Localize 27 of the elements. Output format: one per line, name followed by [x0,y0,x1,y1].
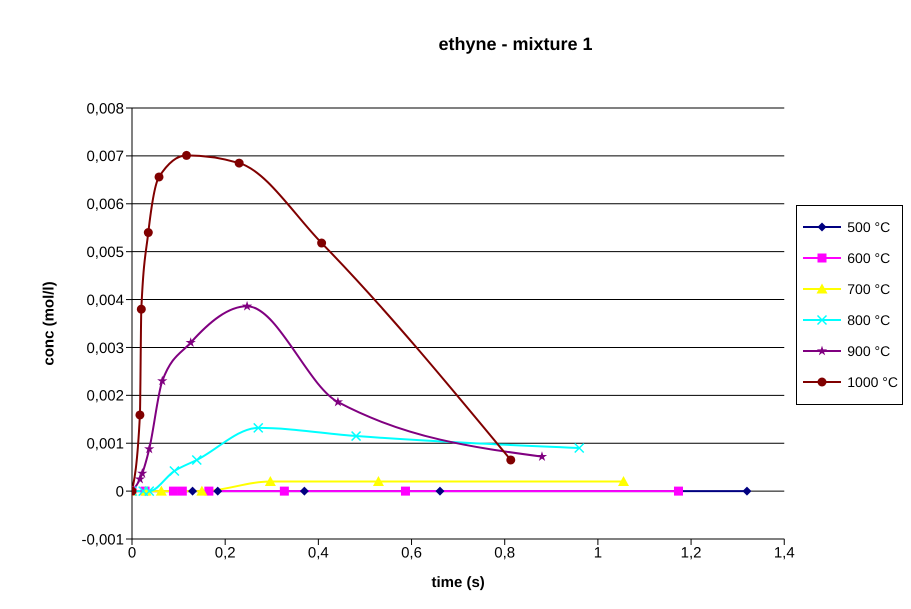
legend-label: 900 °C [847,343,890,359]
legend-label: 1000 °C [847,374,898,390]
legend-label: 600 °C [847,250,890,266]
y-tick-label: 0,005 [86,244,124,261]
x-tick-label: 0,6 [401,544,422,562]
y-tick-label: 0,002 [86,388,124,405]
legend-label: 500 °C [847,219,890,235]
legend-label: 700 °C [847,281,890,297]
y-tick-label: 0 [116,483,124,500]
x-tick-label: 1,2 [680,544,702,562]
x-tick-label: 1 [594,544,602,562]
chart-title: ethyne - mixture 1 [437,34,594,55]
x-tick-label: 0,4 [308,544,329,562]
y-tick-label: 0,004 [86,292,124,309]
y-axis-title: conc (mol/l) [40,281,58,366]
y-tick-label: 0,003 [86,340,124,357]
y-tick-label: 0,001 [86,436,124,453]
x-tick-label: 1,4 [774,544,795,562]
y-tick-label: 0,006 [86,196,124,214]
x-axis-title: time (s) [431,574,485,591]
x-tick-label: 0 [128,544,136,562]
y-tick-label: -0,001 [81,531,124,548]
y-tick-label: 0,007 [86,148,124,166]
x-tick-label: 0,2 [214,544,236,562]
legend-label: 800 °C [847,312,890,328]
x-tick-label: 0,8 [494,544,516,562]
y-tick-label: 0,008 [86,100,124,118]
